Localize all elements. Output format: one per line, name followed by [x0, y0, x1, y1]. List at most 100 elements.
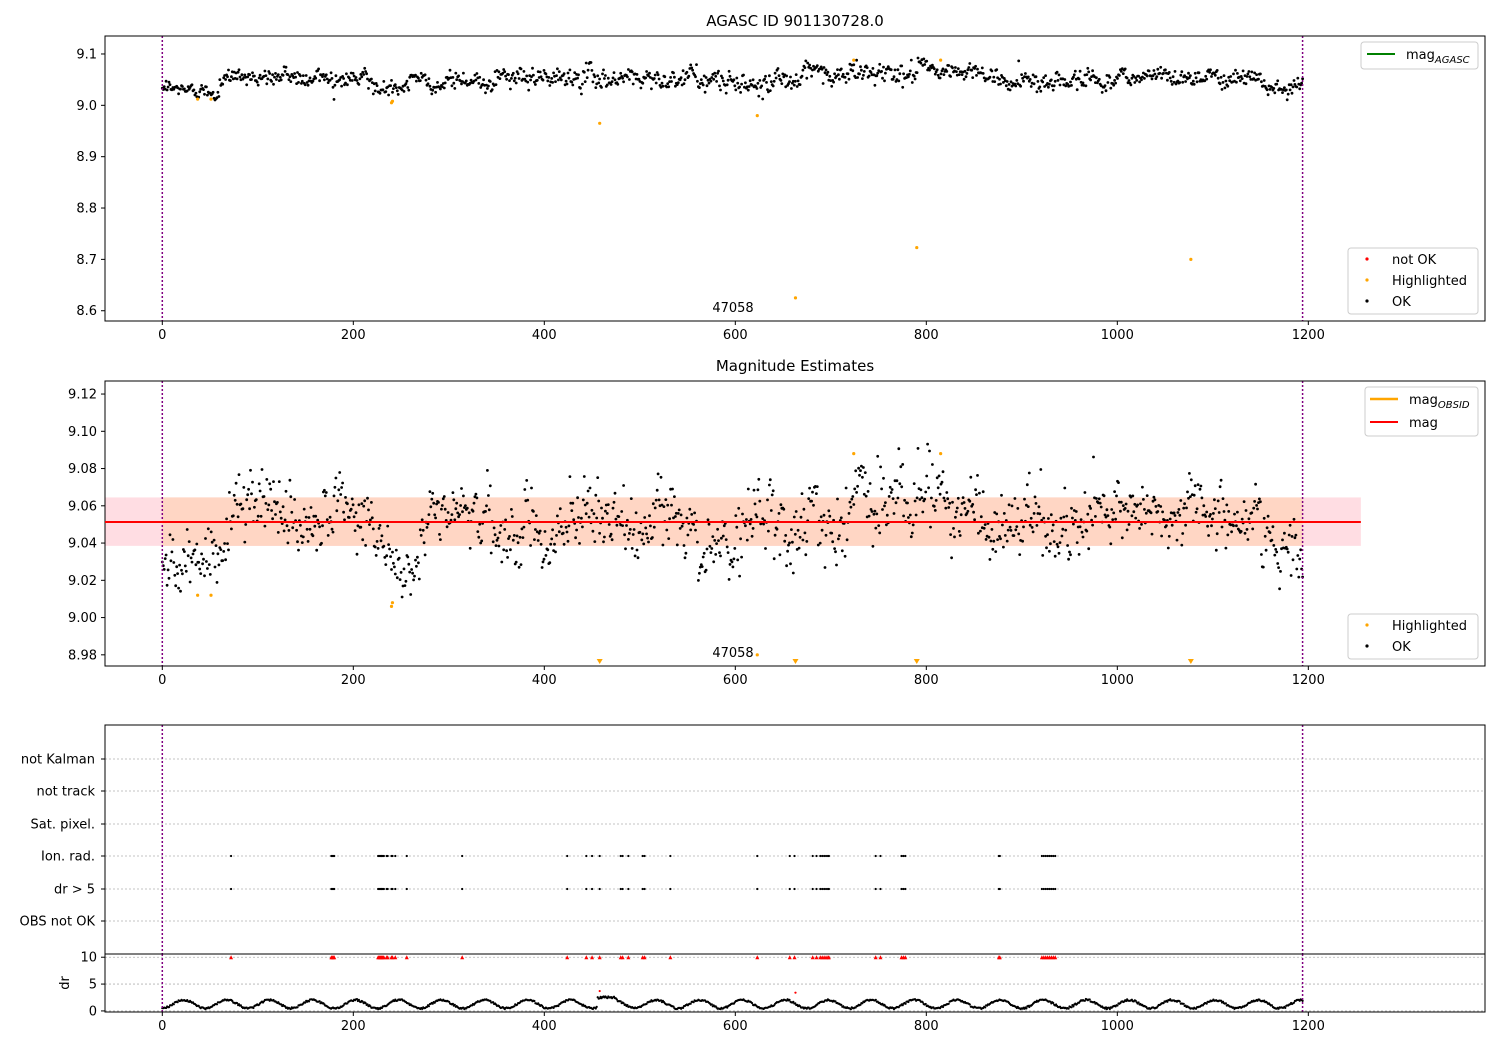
- ok-point: [1196, 483, 1200, 486]
- ok-point: [271, 73, 274, 77]
- ok-point: [971, 503, 975, 506]
- ok-point: [513, 76, 517, 80]
- ok-point: [1204, 515, 1208, 518]
- ok-point: [1253, 71, 1256, 75]
- ok-point: [1030, 526, 1034, 529]
- agasc-panel-marker-legend: not OK Highlighted OK: [1347, 247, 1479, 315]
- ok-point: [893, 68, 897, 72]
- ok-point: [454, 71, 458, 75]
- ok-point: [323, 494, 327, 498]
- ok-point: [1273, 553, 1277, 557]
- ok-point: [836, 68, 839, 71]
- ok-point: [1245, 75, 1249, 78]
- ok-point: [844, 486, 848, 490]
- ok-point: [249, 468, 252, 472]
- ok-point: [226, 75, 229, 79]
- ok-point: [607, 523, 611, 526]
- ok-point: [673, 75, 676, 79]
- ok-point: [1265, 88, 1269, 92]
- ok-point: [440, 85, 444, 89]
- ok-point: [183, 564, 187, 568]
- ok-point: [603, 535, 606, 539]
- ok-point: [1254, 482, 1257, 486]
- ok-point: [504, 74, 507, 78]
- ok-point: [206, 93, 209, 97]
- ok-point: [1276, 79, 1280, 83]
- ok-point: [612, 71, 616, 74]
- ok-point: [1002, 512, 1006, 515]
- ok-point: [1264, 548, 1268, 552]
- ok-point: [671, 487, 674, 491]
- ok-point: [554, 550, 557, 554]
- ok-point: [1177, 508, 1181, 511]
- ok-point: [657, 498, 661, 502]
- ok-point: [1000, 493, 1003, 497]
- ok-point: [1137, 74, 1140, 78]
- ok-point: [1202, 504, 1206, 508]
- ok-point: [256, 514, 260, 518]
- ok-point: [621, 76, 624, 80]
- ok-point: [1058, 541, 1062, 544]
- ok-point: [419, 534, 423, 537]
- ok-point: [445, 525, 449, 529]
- ok-point: [615, 523, 619, 527]
- ok-point: [996, 538, 999, 541]
- ok-point: [799, 515, 803, 519]
- ok-point: [232, 493, 236, 497]
- ok-point: [855, 58, 858, 62]
- flag-point: [1042, 854, 1045, 858]
- ok-point: [526, 80, 530, 84]
- ok-point: [332, 98, 336, 101]
- ok-point: [391, 90, 394, 94]
- ok-point: [877, 524, 881, 527]
- ok-point: [1102, 494, 1106, 498]
- ok-point: [1023, 497, 1026, 501]
- ok-point: [1134, 76, 1138, 80]
- dr-point: [307, 1000, 311, 1003]
- ok-point: [305, 81, 309, 84]
- ok-point: [512, 79, 516, 83]
- ok-point: [1016, 507, 1020, 510]
- ok-point: [689, 63, 693, 67]
- ok-point: [1136, 503, 1139, 507]
- ok-point: [594, 493, 598, 497]
- flag-point: [821, 854, 824, 858]
- ok-point: [264, 502, 268, 505]
- ok-point: [1099, 505, 1103, 509]
- dr-point: [318, 1000, 321, 1003]
- dr-clipped-marker: [878, 955, 883, 960]
- ok-point: [344, 81, 347, 85]
- ok-point: [910, 81, 914, 84]
- ok-point: [299, 523, 302, 527]
- ok-point: [459, 504, 462, 507]
- ok-point: [1009, 80, 1013, 84]
- ok-point: [557, 70, 561, 73]
- ok-point: [578, 542, 581, 545]
- ok-point: [947, 64, 951, 67]
- ok-point: [1242, 500, 1246, 503]
- ok-point: [567, 76, 571, 80]
- ok-point: [964, 75, 968, 79]
- ok-point: [1262, 516, 1266, 520]
- ok-point: [423, 73, 427, 77]
- ok-point: [764, 547, 767, 550]
- ok-point: [179, 87, 182, 91]
- ok-point: [525, 479, 529, 482]
- ok-point: [191, 552, 195, 556]
- ok-point: [279, 516, 283, 520]
- ok-point: [1214, 548, 1218, 552]
- ok-point: [974, 64, 977, 68]
- ok-point: [623, 533, 626, 537]
- ok-point: [1118, 74, 1121, 77]
- ok-point: [661, 84, 665, 88]
- ok-point: [392, 87, 395, 90]
- y-tick-label: 8.8: [76, 202, 97, 217]
- ok-point: [1135, 79, 1139, 82]
- ok-point: [1248, 75, 1252, 79]
- ok-point: [1272, 87, 1276, 90]
- dr-point: [355, 998, 359, 1001]
- ok-point: [636, 556, 640, 560]
- dr-point: [914, 998, 917, 1001]
- ok-point: [584, 61, 588, 65]
- ok-point: [678, 527, 682, 530]
